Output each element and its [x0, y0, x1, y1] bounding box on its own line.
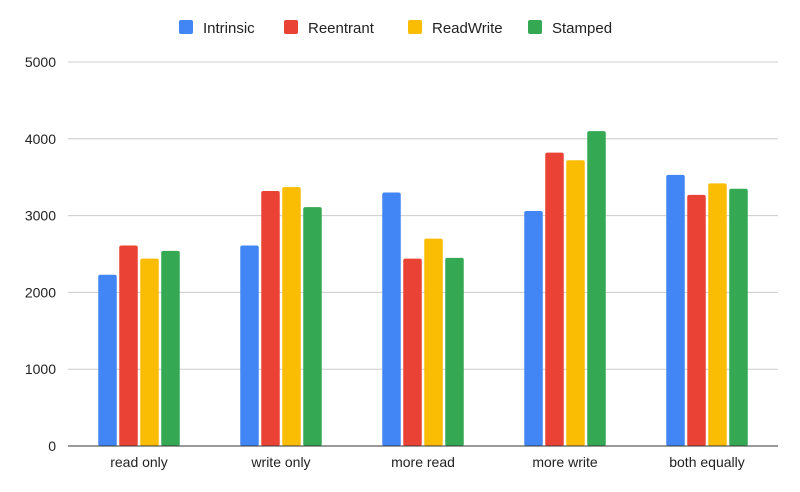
legend-label: ReadWrite [432, 20, 503, 37]
legend-swatch [408, 20, 422, 34]
bar-stamped-both-equally [729, 188, 748, 446]
y-tick-label: 2000 [25, 284, 56, 300]
y-tick-label: 3000 [25, 208, 56, 224]
legend-item-readwrite: ReadWrite [408, 20, 503, 37]
bar-reentrant-more-write [545, 152, 564, 446]
legend-item-intrinsic: Intrinsic [179, 20, 255, 37]
x-tick-label: write only [250, 454, 310, 470]
legend-item-stamped: Stamped [528, 20, 612, 37]
x-tick-label: more read [391, 454, 455, 470]
bar-reentrant-read-only [119, 245, 138, 446]
y-tick-label: 0 [48, 438, 56, 454]
x-tick-label: both equally [669, 454, 745, 470]
y-tick-label: 1000 [25, 361, 56, 377]
bar-readwrite-read-only [140, 258, 159, 446]
bar-readwrite-more-read [424, 238, 443, 446]
bar-intrinsic-more-write [524, 210, 543, 446]
gridlines [68, 61, 778, 370]
y-tick-label: 5000 [25, 54, 56, 70]
bar-reentrant-more-read [403, 258, 422, 446]
legend-label: Stamped [552, 20, 612, 37]
legend-label: Intrinsic [203, 20, 255, 37]
bar-stamped-write-only [303, 207, 322, 446]
legend-swatch [528, 20, 542, 34]
bars [98, 131, 748, 446]
x-tick-label: more write [532, 454, 598, 470]
x-axis: read only write only more read more write bo… [68, 445, 778, 470]
bar-stamped-more-read [445, 257, 464, 446]
bar-intrinsic-both-equally [666, 174, 685, 446]
legend-swatch [284, 20, 298, 34]
bar-intrinsic-write-only [240, 245, 259, 446]
legend-swatch [179, 20, 193, 34]
legend-label: Reentrant [308, 20, 375, 37]
bar-reentrant-write-only [261, 191, 280, 446]
bar-intrinsic-more-read [382, 192, 401, 446]
x-tick-label: read only [110, 454, 168, 470]
bar-stamped-read-only [161, 250, 180, 446]
legend-item-reentrant: Reentrant [284, 20, 375, 37]
bar-readwrite-write-only [282, 187, 301, 446]
bar-stamped-more-write [587, 131, 606, 446]
legend: Intrinsic Reentrant ReadWrite Stamped [179, 20, 612, 37]
y-axis: 0 1000 2000 3000 4000 5000 [25, 54, 56, 454]
bar-reentrant-both-equally [687, 194, 706, 446]
bar-readwrite-more-write [566, 160, 585, 446]
bar-intrinsic-read-only [98, 274, 117, 446]
y-tick-label: 4000 [25, 131, 56, 147]
bar-readwrite-both-equally [708, 183, 727, 446]
